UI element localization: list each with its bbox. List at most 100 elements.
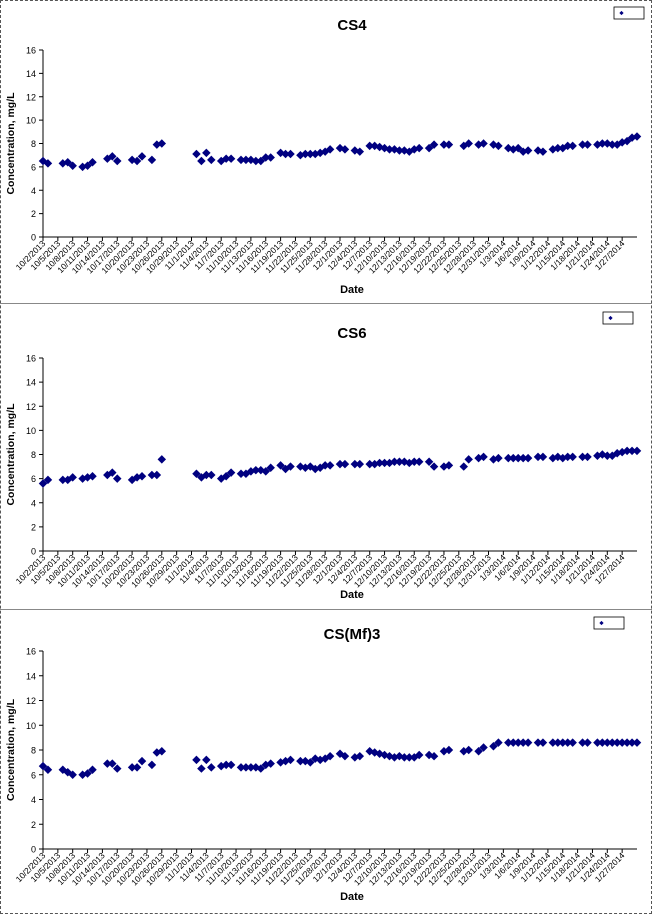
data-point [108,152,117,161]
data-point [251,465,261,475]
data-point [88,471,97,481]
data-point [380,458,389,468]
data-point [489,742,498,751]
legend-box [602,311,634,325]
y-tick-label: 0 [31,845,36,855]
data-point [504,453,513,463]
y-axis-label: Concentration, mg/L [5,698,17,801]
x-axis-label: Date [340,891,364,903]
legend-box [593,616,625,630]
data-point [632,738,642,747]
y-tick-label: 8 [31,746,36,756]
data-point [226,468,236,477]
y-tick-label: 8 [31,450,36,460]
data-point [58,475,68,485]
data-point [137,756,147,766]
y-tick-label: 2 [31,522,36,532]
y-tick-label: 2 [31,209,36,219]
data-point [429,140,439,149]
data-point [301,149,310,159]
data-point [132,156,142,166]
data-point [113,474,122,483]
data-point [429,462,439,471]
data-point [568,141,577,151]
data-point [103,759,112,768]
y-tick-label: 10 [26,426,36,436]
data-point [43,159,53,168]
data-point [355,147,365,156]
data-point [137,471,147,481]
y-tick-label: 6 [31,770,36,780]
data-point [444,461,454,470]
chart-title: CS4 [337,17,367,34]
chart-title: CS(Mf)3 [324,626,381,643]
data-point [563,452,572,462]
data-point [523,738,533,747]
x-axis-label: Date [340,284,364,296]
data-point [202,148,211,158]
y-tick-label: 12 [26,696,36,706]
data-point [132,763,142,772]
data-point [494,738,503,747]
data-point [414,750,424,760]
data-point [147,155,157,165]
data-point [256,764,266,773]
data-point [43,475,53,485]
data-point [221,471,231,481]
y-tick-label: 16 [26,354,36,364]
data-point [350,459,360,469]
data-point [108,468,117,477]
data-point [192,149,201,159]
data-point [395,457,404,466]
y-tick-label: 6 [31,474,36,484]
y-tick-label: 2 [31,820,36,830]
data-point [157,746,167,756]
data-point [241,155,251,165]
data-point [410,457,419,466]
data-point [221,760,231,770]
data-point [355,459,365,469]
y-tick-label: 6 [31,162,36,172]
data-point [479,139,488,148]
x-axis-label: Date [340,589,364,601]
data-point [325,461,335,470]
data-point [236,155,246,165]
data-point [444,745,454,755]
legend [602,311,634,325]
data-point [325,145,335,154]
legend [613,6,645,20]
data-point [459,462,468,471]
data-point [320,461,330,470]
data-point [627,446,637,456]
data-point [207,155,216,165]
data-point [464,745,473,755]
data-point [266,153,275,162]
data-point [494,141,503,151]
data-point [261,467,270,476]
data-point [414,457,424,466]
data-point [533,452,543,462]
data-point [365,459,374,469]
data-point [325,751,335,761]
data-point [523,453,533,463]
data-point [281,149,290,159]
data-point [113,156,122,166]
data-point [538,452,548,462]
data-point [192,469,201,479]
y-axis-label: Concentration, mg/L [5,403,17,506]
y-tick-label: 4 [31,795,36,805]
data-point [395,146,404,155]
data-point [38,761,48,771]
data-point [578,452,587,462]
data-point [464,455,473,464]
data-point [147,470,157,480]
data-point [38,479,48,488]
data-point [444,140,454,149]
data-point [286,755,295,765]
data-point [365,141,374,151]
data-point [68,161,77,170]
data-point [226,154,236,163]
data-point [385,145,394,154]
